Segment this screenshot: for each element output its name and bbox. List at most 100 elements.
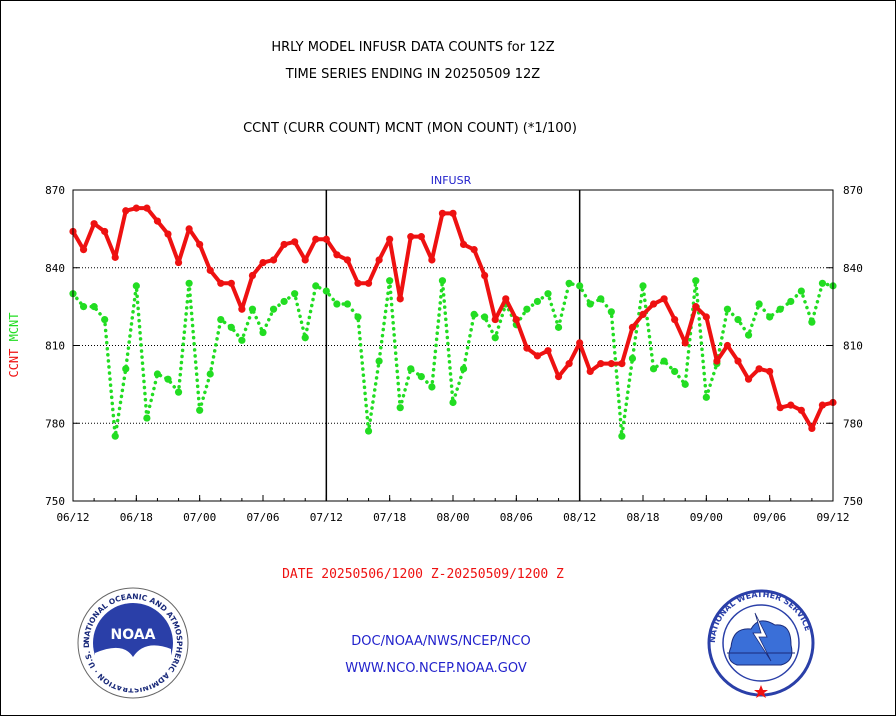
data-point-mcnt [491, 334, 499, 342]
data-point-ccnt [238, 305, 246, 313]
data-point-mcnt [238, 336, 246, 344]
data-point-mcnt [196, 406, 204, 414]
data-point-mcnt [301, 334, 309, 342]
data-point-ccnt [227, 279, 235, 287]
data-point-ccnt [723, 341, 732, 350]
data-point-mcnt [132, 282, 140, 290]
data-point-mcnt [375, 357, 383, 365]
data-point-mcnt [649, 365, 658, 373]
data-point-mcnt [554, 323, 563, 331]
data-point-mcnt [734, 315, 742, 324]
data-point-ccnt [217, 279, 225, 287]
data-point-ccnt [692, 303, 700, 311]
data-point-ccnt [185, 225, 193, 233]
data-point-ccnt [407, 233, 415, 241]
footer-org: DOC/NOAA/NWS/NCEP/NCO [351, 634, 530, 649]
data-point-mcnt [681, 380, 689, 388]
data-point-ccnt [565, 360, 573, 368]
data-point-mcnt [586, 300, 594, 308]
data-point-mcnt [227, 323, 235, 331]
noaa-logo-text: NOAA [111, 627, 156, 643]
data-point-ccnt [396, 295, 404, 303]
data-point-mcnt [312, 282, 320, 290]
data-point-ccnt [512, 315, 520, 324]
data-point-ccnt [544, 347, 552, 355]
x-tick-label: 06/12 [56, 511, 89, 524]
y-axis-label-ccnt: CCNT [7, 341, 21, 377]
y-tick-label: 750 [45, 495, 65, 508]
date-range-label: DATE 20250506/1200 Z-20250509/1200 Z [282, 567, 564, 582]
data-point-ccnt [744, 375, 753, 383]
data-point-mcnt [174, 388, 183, 396]
data-point-ccnt [660, 295, 668, 303]
series-mcnt [69, 277, 837, 440]
data-point-mcnt [744, 331, 753, 339]
data-point-ccnt [628, 323, 637, 331]
data-point-ccnt [523, 344, 531, 352]
data-point-mcnt [206, 370, 214, 378]
data-point-mcnt [523, 305, 531, 313]
data-point-mcnt [565, 279, 573, 287]
data-point-ccnt [734, 357, 742, 365]
data-point-ccnt [755, 365, 763, 373]
y-tick-label: 780 [45, 417, 65, 430]
data-point-mcnt [291, 290, 299, 298]
chart-title-line2: TIME SERIES ENDING IN 20250509 12Z [285, 67, 541, 82]
chart-subtitle: CCNT (CURR COUNT) MCNT (MON COUNT) (*1/1… [243, 121, 577, 136]
footer-url: WWW.NCO.NCEP.NOAA.GOV [345, 661, 527, 676]
x-ticks: 06/12 06/18 07/00 07/06 07/12 07/18 08/00 08/06… [56, 495, 850, 524]
data-point-ccnt [470, 246, 478, 254]
data-point-mcnt [101, 315, 109, 324]
data-point-ccnt [776, 404, 784, 412]
data-point-mcnt [818, 279, 827, 287]
data-point-ccnt [354, 279, 362, 287]
data-point-mcnt [787, 297, 795, 306]
data-point-ccnt [280, 240, 288, 249]
y-tick-label: 810 [843, 340, 863, 353]
data-point-mcnt [755, 300, 763, 308]
series-line-ccnt [71, 206, 835, 431]
data-point-ccnt [766, 367, 774, 376]
data-point-mcnt [269, 305, 278, 313]
x-tick-label: 07/12 [310, 511, 343, 524]
x-tick-label: 08/00 [436, 511, 469, 524]
data-point-mcnt [797, 287, 805, 295]
data-point-ccnt [554, 373, 563, 381]
data-point-ccnt [101, 227, 109, 236]
data-point-mcnt [164, 375, 172, 383]
data-point-mcnt [417, 373, 425, 381]
y-ticks-left: 750 780 810 840 870 [45, 184, 79, 508]
data-point-ccnt [576, 339, 584, 347]
x-tick-label: 06/18 [120, 511, 153, 524]
data-point-mcnt [576, 282, 584, 290]
data-point-mcnt [90, 303, 98, 311]
data-point-mcnt [322, 287, 330, 295]
data-point-mcnt [607, 308, 615, 316]
data-point-ccnt [79, 246, 88, 254]
data-point-ccnt [333, 251, 341, 259]
data-point-mcnt [354, 313, 362, 321]
data-point-mcnt [639, 282, 647, 290]
data-point-ccnt [122, 207, 130, 215]
data-point-mcnt [259, 328, 267, 337]
data-point-mcnt [618, 432, 626, 440]
panel-title: INFUSR [431, 174, 472, 187]
data-point-ccnt [618, 360, 626, 368]
data-point-ccnt [322, 235, 330, 243]
x-tick-label: 07/00 [183, 511, 216, 524]
x-tick-label: 09/06 [753, 511, 786, 524]
data-point-mcnt [597, 295, 605, 303]
data-point-ccnt [143, 204, 151, 212]
data-point-ccnt [438, 209, 447, 217]
data-point-mcnt [428, 383, 436, 391]
data-point-mcnt [481, 313, 489, 321]
data-point-mcnt [333, 300, 341, 308]
x-tick-label: 07/18 [373, 511, 406, 524]
data-point-ccnt [586, 367, 594, 376]
data-point-ccnt [533, 352, 542, 360]
data-point-ccnt [671, 315, 679, 324]
data-point-mcnt [808, 318, 816, 326]
data-point-ccnt [597, 360, 605, 368]
